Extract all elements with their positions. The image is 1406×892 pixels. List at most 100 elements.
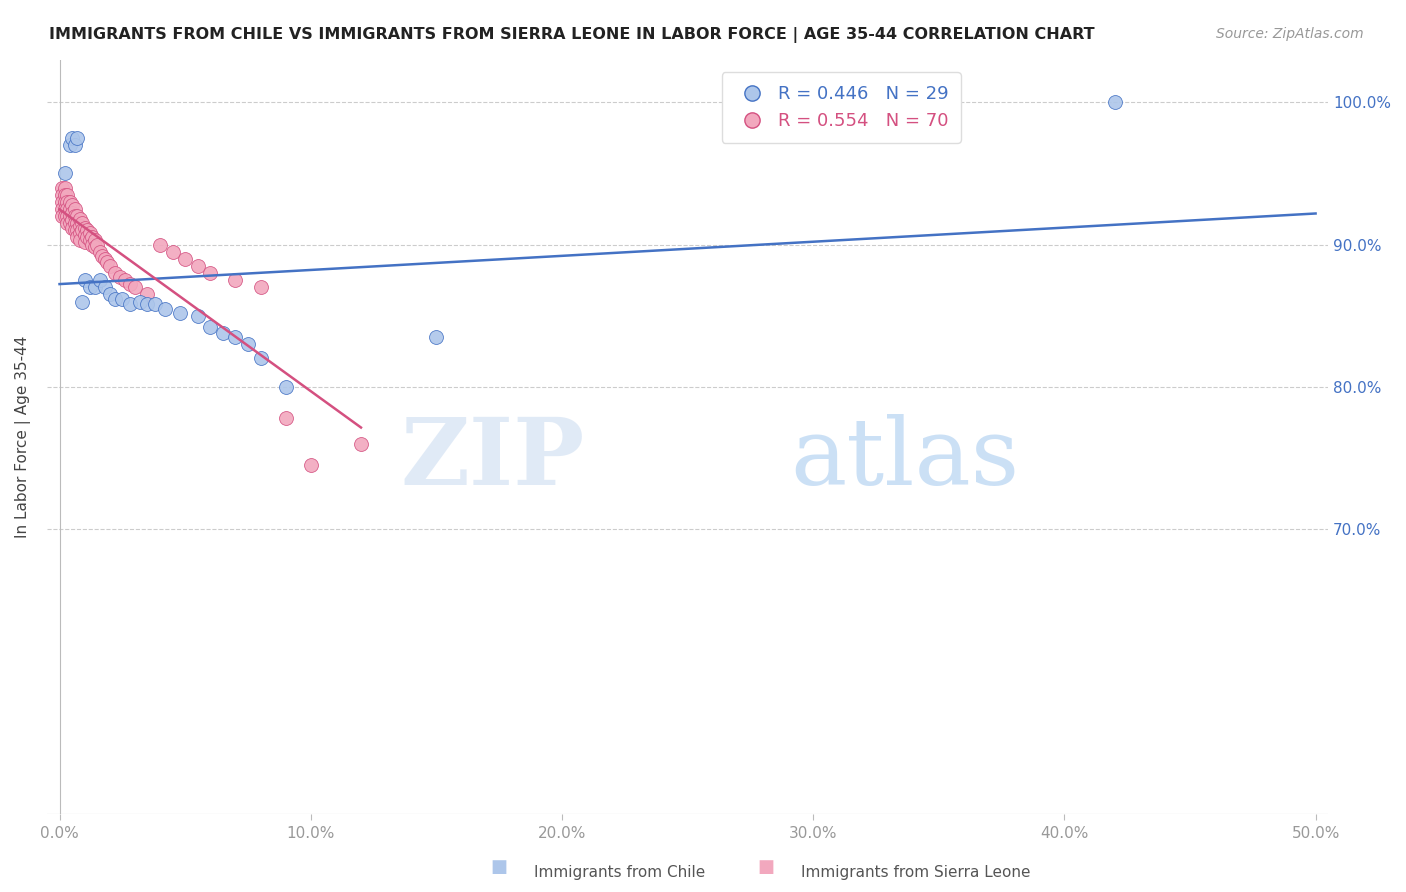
Point [118, 277, 141, 292]
Point [56, 194, 79, 209]
Point [73, 227, 96, 242]
Point [73, 273, 96, 287]
Point [51, 187, 73, 202]
Point [53, 180, 76, 194]
Point [51, 194, 73, 209]
Point [96, 254, 118, 268]
Point [58, 194, 80, 209]
Point [136, 297, 159, 311]
Point [274, 380, 297, 394]
Point [1104, 95, 1126, 110]
Point [79, 233, 101, 247]
Text: ■: ■ [491, 858, 508, 876]
Point [53, 194, 76, 209]
Point [60, 213, 83, 227]
Text: Source: ZipAtlas.com: Source: ZipAtlas.com [1216, 27, 1364, 41]
Point [69, 233, 91, 247]
Point [73, 235, 96, 249]
Point [83, 240, 105, 254]
Point [70, 294, 93, 309]
Point [249, 280, 271, 294]
Point [83, 280, 105, 294]
Point [98, 287, 121, 301]
Point [58, 216, 80, 230]
Point [124, 280, 146, 294]
Point [82, 230, 104, 244]
Point [211, 326, 233, 340]
Point [56, 202, 79, 216]
Point [149, 237, 172, 252]
Point [63, 202, 86, 216]
Point [58, 209, 80, 223]
Point [51, 180, 73, 194]
Point [60, 131, 83, 145]
Text: Immigrants from Chile: Immigrants from Chile [534, 865, 706, 880]
Text: atlas: atlas [790, 415, 1019, 504]
Point [56, 216, 79, 230]
Point [274, 411, 297, 425]
Point [53, 202, 76, 216]
Point [162, 244, 184, 259]
Point [66, 230, 89, 244]
Point [66, 209, 89, 223]
Point [63, 223, 86, 237]
Point [79, 280, 101, 294]
Point [114, 273, 136, 287]
Point [89, 244, 111, 259]
Point [73, 220, 96, 235]
Point [143, 297, 166, 311]
Text: Immigrants from Sierra Leone: Immigrants from Sierra Leone [801, 865, 1031, 880]
Point [299, 458, 322, 472]
Point [82, 237, 104, 252]
Point [69, 211, 91, 226]
Point [89, 273, 111, 287]
Text: IMMIGRANTS FROM CHILE VS IMMIGRANTS FROM SIERRA LEONE IN LABOR FORCE | AGE 35-44: IMMIGRANTS FROM CHILE VS IMMIGRANTS FROM… [49, 27, 1095, 43]
Point [224, 330, 246, 344]
Point [60, 206, 83, 220]
Point [108, 270, 131, 285]
Point [94, 252, 117, 266]
Point [79, 226, 101, 240]
Point [69, 226, 91, 240]
Point [76, 223, 98, 237]
Point [51, 209, 73, 223]
Point [69, 219, 91, 233]
Point [136, 287, 159, 301]
Point [86, 237, 108, 252]
Point [56, 187, 79, 202]
Point [350, 437, 373, 451]
Point [60, 198, 83, 212]
Point [104, 292, 127, 306]
Point [60, 220, 83, 235]
Text: ZIP: ZIP [401, 415, 585, 504]
Text: ■: ■ [758, 858, 775, 876]
Point [76, 230, 98, 244]
Point [53, 166, 76, 180]
Point [56, 209, 79, 223]
Point [153, 301, 176, 316]
Point [118, 297, 141, 311]
Point [249, 351, 271, 366]
Point [53, 209, 76, 223]
Point [169, 306, 191, 320]
Point [98, 259, 121, 273]
Point [94, 280, 117, 294]
Point [53, 187, 76, 202]
Point [111, 292, 134, 306]
Point [236, 337, 259, 351]
Point [187, 259, 209, 273]
Point [66, 216, 89, 230]
Point [58, 202, 80, 216]
Point [224, 273, 246, 287]
Point [66, 131, 89, 145]
Point [174, 252, 197, 266]
Point [63, 216, 86, 230]
Legend: R = 0.446   N = 29, R = 0.554   N = 70: R = 0.446 N = 29, R = 0.554 N = 70 [721, 72, 960, 143]
Point [51, 202, 73, 216]
Point [200, 320, 222, 334]
Point [58, 138, 80, 153]
Point [70, 216, 93, 230]
Point [187, 309, 209, 323]
Point [70, 223, 93, 237]
Point [91, 249, 114, 263]
